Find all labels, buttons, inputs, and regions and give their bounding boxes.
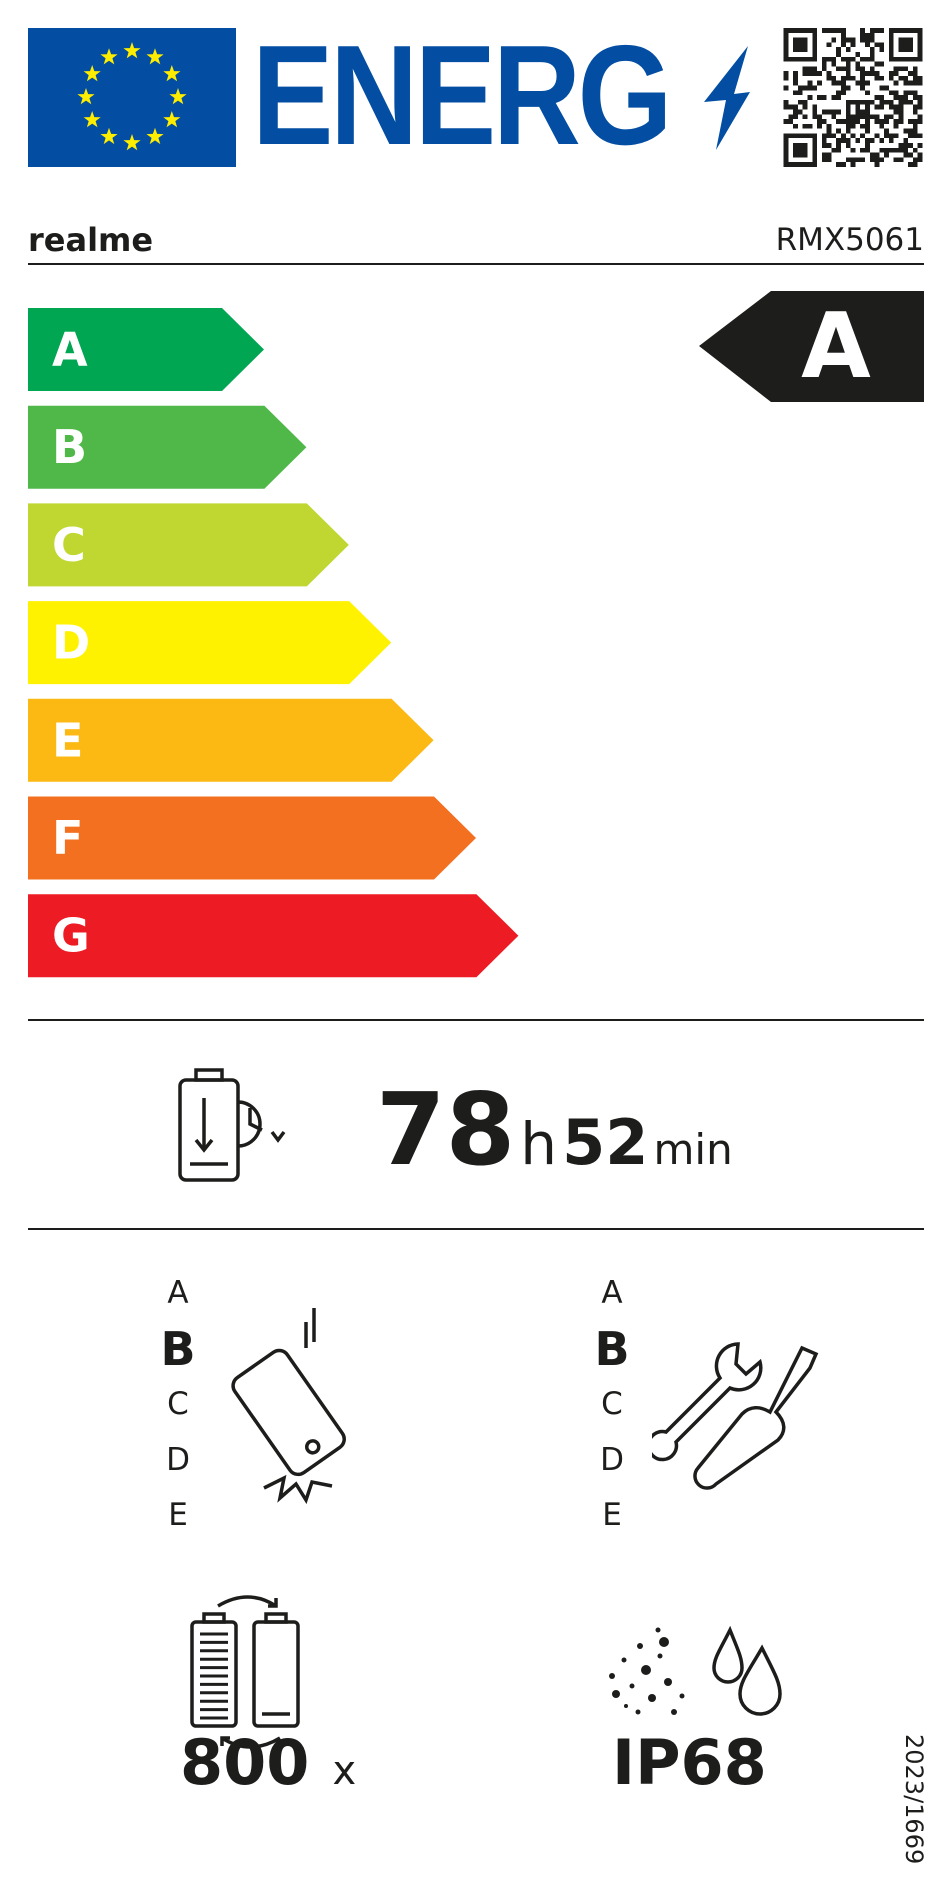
star-icon — [123, 134, 141, 151]
grade-d: D — [600, 1441, 624, 1478]
star-icon — [163, 65, 181, 82]
energy-class-bar-f — [28, 796, 476, 880]
supplier-name: realme — [28, 221, 154, 259]
star-icon — [83, 65, 101, 82]
star-icon — [146, 48, 164, 65]
battery-cycle-icon — [190, 1595, 300, 1749]
star-icon — [77, 88, 95, 105]
battery-clock-icon — [178, 1068, 286, 1182]
star-icon — [146, 127, 164, 145]
rating-letter: A — [801, 294, 871, 399]
energy-class-bar-a — [28, 308, 264, 391]
grade-b: B — [160, 1321, 196, 1376]
phone-drop-icon — [231, 1308, 346, 1504]
dust-water-icon — [609, 1626, 782, 1716]
star-icon — [100, 127, 118, 145]
star-icon — [169, 88, 187, 105]
energy-class-bar-b — [28, 405, 307, 489]
hours-unit: h — [520, 1110, 558, 1178]
grade-c: C — [167, 1386, 189, 1422]
energy-class-bar-d — [28, 601, 392, 685]
minutes-unit: min — [653, 1125, 733, 1174]
ip-rating-value: IP68 — [612, 1726, 767, 1799]
endurance-value: 78 h 52 min — [376, 1070, 733, 1190]
lightning-icon — [704, 46, 750, 150]
energy-class-letter: A — [52, 323, 88, 377]
divider — [28, 1228, 924, 1230]
energy-logo: ENERG — [252, 16, 673, 175]
regulation-number: 2023/1669 — [900, 1734, 928, 1865]
energy-class-letter: G — [52, 909, 90, 963]
wrench-screwdriver-icon — [652, 1342, 819, 1490]
energy-class-bar-c — [28, 503, 349, 587]
hours-value: 78 — [376, 1071, 516, 1188]
star-icon — [83, 111, 101, 128]
energy-class-letter: B — [52, 420, 87, 474]
grade-b: B — [594, 1321, 630, 1376]
divider — [28, 1019, 924, 1021]
grade-a: A — [167, 1275, 189, 1311]
grade-e: E — [168, 1497, 188, 1533]
model-identifier: RMX5061 — [775, 222, 924, 258]
grade-c: C — [601, 1386, 623, 1422]
battery-cycles-value: 800 x — [180, 1726, 357, 1799]
qr-code[interactable] — [782, 28, 924, 167]
star-icon — [163, 111, 181, 128]
energy-class-letter: E — [52, 713, 83, 767]
rating-arrow — [699, 291, 924, 402]
divider — [28, 263, 924, 265]
energy-class-bar-e — [28, 698, 434, 782]
minutes-value: 52 — [562, 1106, 649, 1179]
star-icon — [100, 48, 118, 65]
energy-class-letter: C — [52, 518, 86, 572]
eu-flag-logo — [28, 28, 236, 167]
grade-a: A — [601, 1275, 623, 1311]
grade-e: E — [602, 1497, 622, 1533]
grade-d: D — [166, 1441, 190, 1478]
energy-class-letter: F — [52, 811, 83, 865]
star-icon — [123, 42, 141, 59]
energy-class-bar-g — [28, 894, 519, 978]
energy-class-letter: D — [52, 616, 90, 670]
